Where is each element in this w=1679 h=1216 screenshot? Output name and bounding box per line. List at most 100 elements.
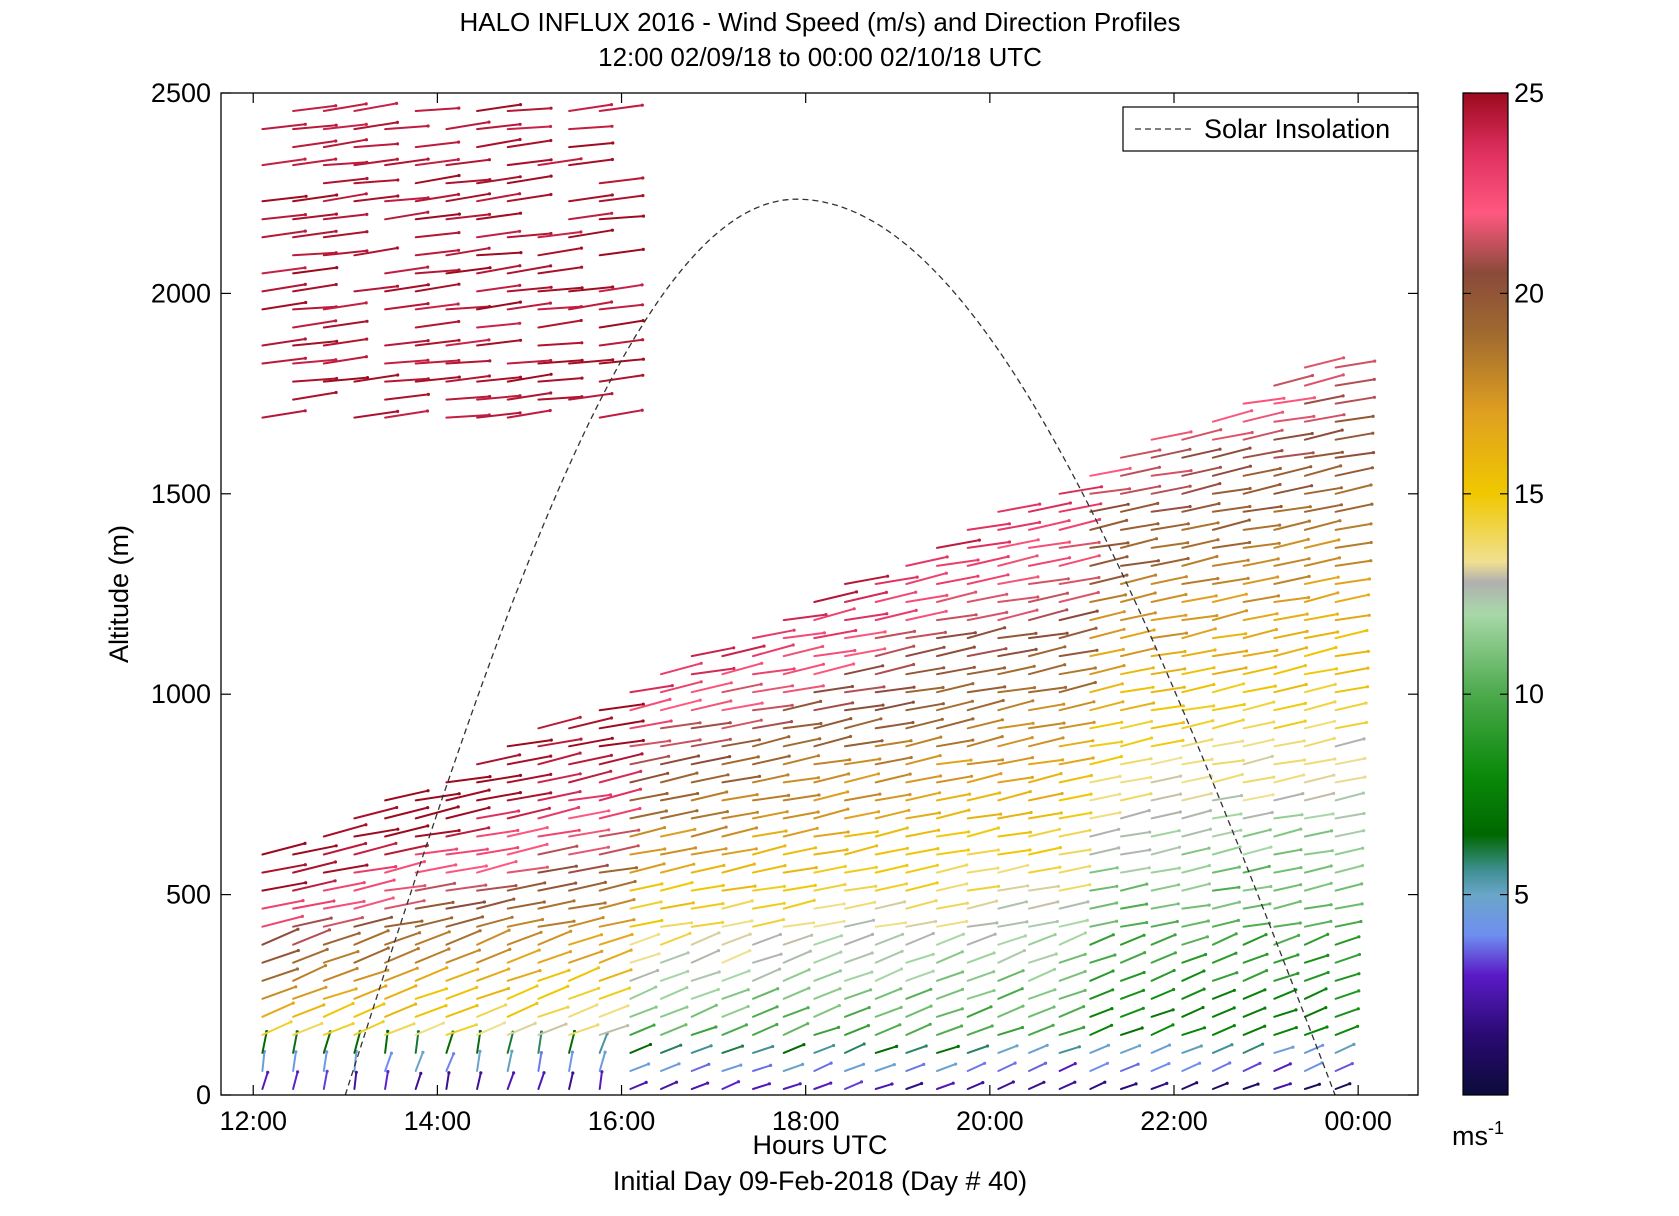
wind-arrow — [966, 1045, 989, 1054]
wind-arrow — [1089, 811, 1121, 820]
wind-arrow-head — [548, 301, 553, 305]
wind-arrow-head — [1088, 864, 1092, 868]
wind-arrow-head — [1171, 1023, 1175, 1027]
wind-arrow-head — [1022, 949, 1026, 953]
wind-arrow-head — [1208, 827, 1212, 831]
colorbar-unit-exponent: -1 — [1488, 1118, 1504, 1138]
wind-arrow-head — [1034, 631, 1038, 636]
wind-arrow — [1089, 721, 1123, 730]
wind-arrow — [445, 806, 490, 820]
wind-arrow — [997, 1005, 1024, 1018]
wind-arrow — [414, 882, 456, 892]
wind-arrow — [1303, 576, 1340, 585]
wind-arrow — [874, 921, 907, 928]
wind-arrow-head — [1035, 554, 1039, 558]
wind-arrow — [292, 986, 327, 1000]
wind-arrow — [1334, 541, 1373, 549]
wind-arrow — [721, 919, 753, 928]
y-axis-label: Altitude (m) — [104, 525, 134, 663]
wind-arrow — [1028, 812, 1063, 820]
wind-arrow-head — [518, 321, 522, 325]
wind-arrow — [261, 1030, 268, 1054]
wind-arrow-head — [965, 901, 969, 905]
wind-arrow-head — [931, 969, 935, 973]
wind-arrow — [966, 885, 1000, 892]
wind-arrow — [1242, 755, 1274, 766]
wind-arrow — [506, 409, 552, 419]
wind-arrow-head — [874, 865, 878, 869]
wind-arrow — [537, 806, 580, 820]
wind-arrow — [568, 212, 613, 221]
wind-arrow — [537, 247, 583, 257]
wind-arrow — [874, 645, 915, 658]
wind-arrow — [537, 899, 575, 910]
wind-arrow-head — [632, 918, 636, 922]
wind-arrow-head — [746, 988, 750, 992]
wind-arrow-head — [1234, 932, 1238, 936]
wind-arrow-head — [885, 612, 889, 616]
wind-arrow — [537, 341, 583, 347]
x-tick-label: 22:00 — [1140, 1106, 1208, 1136]
wind-arrow — [690, 1004, 718, 1018]
wind-arrow — [1334, 396, 1376, 405]
wind-arrow — [1181, 758, 1214, 766]
wind-arrow-head — [647, 1062, 651, 1066]
wind-arrow — [353, 1071, 358, 1090]
wind-arrow — [936, 920, 968, 928]
wind-arrow — [384, 211, 429, 221]
wind-arrow — [844, 664, 884, 676]
wind-arrow — [1058, 757, 1095, 766]
wind-arrow-head — [976, 558, 980, 562]
wind-arrow — [782, 737, 821, 748]
wind-arrow-head — [395, 246, 399, 250]
wind-arrow — [353, 916, 393, 928]
wind-arrow-head — [931, 931, 935, 936]
wind-arrow-head — [874, 884, 878, 888]
wind-arrow-head — [1209, 792, 1213, 796]
wind-arrow — [1303, 394, 1345, 405]
wind-arrow — [598, 283, 644, 293]
wind-arrow — [414, 141, 460, 149]
wind-arrow — [476, 1030, 482, 1054]
wind-arrow-head — [1065, 631, 1069, 635]
wind-arrow — [1028, 758, 1064, 766]
wind-arrow-head — [1299, 848, 1303, 852]
wind-arrow-head — [1312, 414, 1316, 418]
wind-arrow-head — [1157, 465, 1161, 469]
wind-arrow — [1211, 952, 1237, 964]
wind-arrow — [261, 213, 307, 221]
wind-arrow — [506, 739, 553, 748]
wind-arrow — [445, 121, 490, 131]
wind-arrow — [844, 772, 880, 784]
wind-arrow — [1211, 541, 1251, 549]
wind-arrow-head — [1331, 812, 1335, 816]
wind-arrow — [1089, 648, 1125, 658]
wind-arrow-head — [303, 337, 307, 341]
wind-arrow-head — [757, 738, 762, 742]
wind-arrow — [936, 902, 969, 910]
wind-arrow — [292, 1003, 325, 1018]
wind-arrow — [476, 322, 521, 329]
wind-arrow-head — [1299, 866, 1303, 870]
wind-arrow — [782, 1063, 804, 1072]
wind-arrow — [1181, 538, 1219, 549]
wind-arrow-head — [518, 375, 523, 379]
wind-arrow — [384, 393, 430, 401]
wind-arrow — [476, 138, 521, 149]
wind-arrow — [1150, 667, 1186, 676]
wind-arrow — [506, 901, 546, 910]
wind-arrow — [1120, 776, 1152, 784]
wind-arrow — [476, 791, 522, 802]
wind-arrow — [966, 522, 1011, 531]
wind-arrow-head — [908, 792, 912, 797]
wind-arrow-head — [488, 359, 492, 363]
wind-arrow-head — [1172, 987, 1176, 992]
wind-arrow-head — [759, 718, 763, 722]
wind-arrow — [1181, 577, 1219, 585]
wind-arrow — [1242, 483, 1281, 495]
wind-arrow — [966, 541, 1011, 549]
wind-arrow-head — [721, 883, 725, 888]
wind-arrow — [414, 930, 451, 946]
wind-arrow-head — [912, 685, 916, 689]
wind-arrow — [414, 829, 461, 838]
